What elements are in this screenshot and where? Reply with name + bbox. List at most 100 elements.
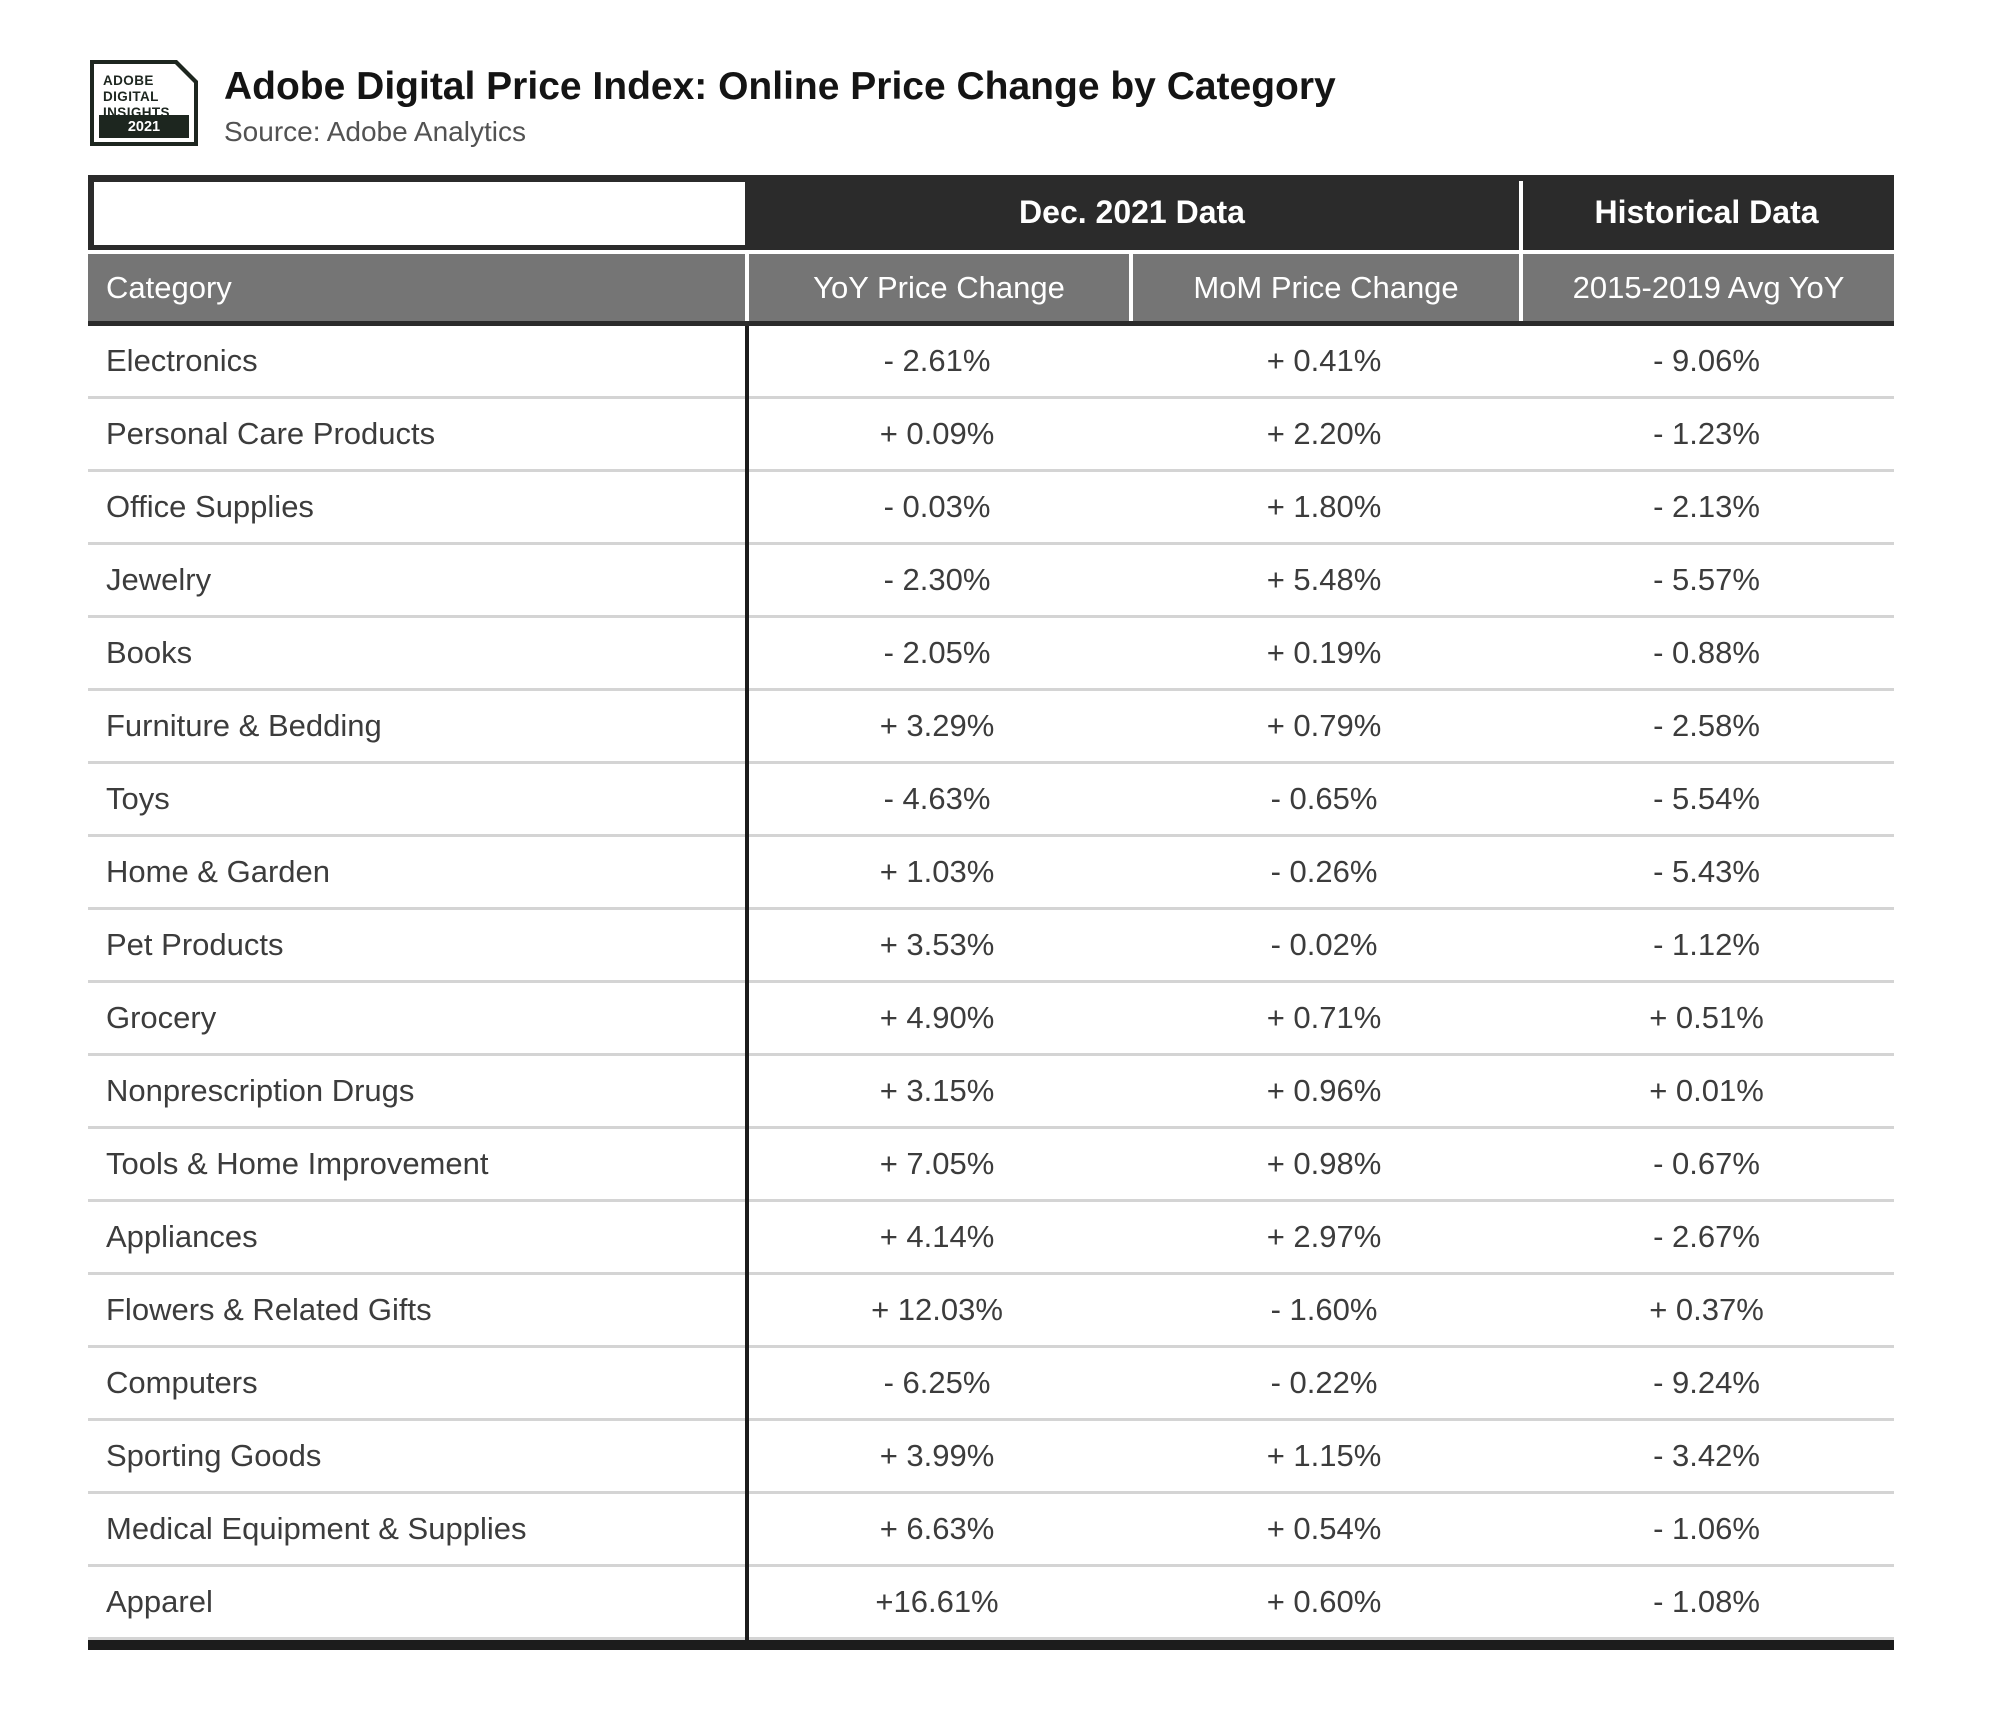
mom-price-change-cell: + 0.71% [1266, 1000, 1382, 1035]
avg-yoy-cell: - 0.67% [1653, 1146, 1760, 1181]
category-cell: Home & Garden [106, 854, 330, 889]
header-bottom-rule [88, 321, 1894, 326]
mom-price-change-cell: + 5.48% [1266, 562, 1382, 597]
group-header-dec-2021: Dec. 2021 Data [1019, 194, 1245, 230]
avg-yoy-cell: - 9.24% [1653, 1365, 1760, 1400]
table-row: Apparel +16.61% + 0.60% - 1.08% [88, 1567, 1894, 1640]
avg-yoy-cell: - 1.12% [1653, 927, 1760, 962]
mom-price-change-cell: + 0.60% [1266, 1584, 1382, 1619]
category-cell: Sporting Goods [106, 1438, 322, 1473]
avg-yoy-cell: - 1.06% [1653, 1511, 1760, 1546]
category-cell: Computers [106, 1365, 258, 1400]
table-bottom-rule [88, 1640, 1894, 1650]
yoy-price-change-cell: + 0.09% [879, 416, 995, 451]
category-column-divider [745, 326, 749, 1640]
category-cell: Toys [106, 781, 170, 816]
category-cell: Electronics [106, 343, 258, 378]
avg-yoy-cell: - 2.67% [1653, 1219, 1760, 1254]
table-row: Sporting Goods + 3.99% + 1.15% - 3.42% [88, 1421, 1894, 1494]
source-caption: Source: Adobe Analytics [224, 116, 526, 147]
avg-yoy-cell: - 9.06% [1653, 343, 1760, 378]
avg-yoy-cell: - 2.13% [1653, 489, 1760, 524]
yoy-price-change-cell: - 2.61% [883, 343, 991, 378]
avg-yoy-cell: - 3.42% [1653, 1438, 1760, 1473]
mom-price-change-cell: + 0.41% [1266, 343, 1382, 378]
yoy-price-change-cell: + 7.05% [879, 1146, 995, 1181]
yoy-price-change-cell: + 4.14% [879, 1219, 995, 1254]
table-row: Furniture & Bedding + 3.29% + 0.79% - 2.… [88, 691, 1894, 764]
category-cell: Pet Products [106, 927, 284, 962]
category-cell: Tools & Home Improvement [106, 1146, 489, 1181]
category-cell: Medical Equipment & Supplies [106, 1511, 527, 1546]
category-cell: Jewelry [106, 562, 212, 597]
table-row: Flowers & Related Gifts + 12.03% - 1.60%… [88, 1275, 1894, 1348]
mom-price-change-cell: + 0.96% [1266, 1073, 1382, 1108]
group-header-divider [1519, 181, 1523, 250]
group-header-category-spacer [94, 182, 745, 245]
mom-price-change-cell: + 0.54% [1266, 1511, 1382, 1546]
mom-price-change-cell: + 2.97% [1266, 1219, 1382, 1254]
category-cell: Apparel [106, 1584, 213, 1619]
avg-yoy-cell: - 2.58% [1653, 708, 1760, 743]
mom-price-change-cell: - 1.60% [1270, 1292, 1378, 1327]
category-cell: Personal Care Products [106, 416, 436, 451]
yoy-price-change-cell: - 4.63% [883, 781, 991, 816]
title-block: Adobe Digital Price Index: Online Price … [224, 60, 1336, 151]
yoy-price-change-cell: + 1.03% [879, 854, 995, 889]
yoy-price-change-cell: + 3.15% [879, 1073, 995, 1108]
yoy-price-change-cell: + 3.29% [879, 708, 995, 743]
category-cell: Nonprescription Drugs [106, 1073, 415, 1108]
column-header-mom: MoM Price Change [1129, 254, 1519, 321]
table-row: Pet Products + 3.53% - 0.02% - 1.12% [88, 910, 1894, 983]
mom-price-change-cell: - 0.65% [1270, 781, 1378, 816]
adobe-digital-insights-badge-icon: ADOBE DIGITAL INSIGHTS 2021 [90, 60, 198, 146]
table-row: Computers - 6.25% - 0.22% - 9.24% [88, 1348, 1894, 1421]
yoy-price-change-cell: - 6.25% [883, 1365, 991, 1400]
avg-yoy-cell: - 1.23% [1653, 416, 1760, 451]
badge-inner: ADOBE DIGITAL INSIGHTS 2021 [94, 64, 194, 142]
table-row: Electronics - 2.61% + 0.41% - 9.06% [88, 326, 1894, 399]
category-cell: Flowers & Related Gifts [106, 1292, 432, 1327]
yoy-price-change-cell: + 6.63% [879, 1511, 995, 1546]
column-header-row: Category YoY Price Change MoM Price Chan… [88, 254, 1894, 321]
mom-price-change-cell: + 0.98% [1266, 1146, 1382, 1181]
price-change-table: Dec. 2021 Data Historical Data Category … [88, 175, 1894, 1650]
group-header-historical: Historical Data [1594, 194, 1819, 230]
avg-yoy-cell: - 0.88% [1653, 635, 1760, 670]
avg-yoy-cell: - 1.08% [1653, 1584, 1760, 1619]
mom-price-change-cell: + 0.19% [1266, 635, 1382, 670]
yoy-price-change-cell: + 4.90% [879, 1000, 995, 1035]
mom-price-change-cell: + 1.15% [1266, 1438, 1382, 1473]
badge-line-digital: DIGITAL [103, 89, 159, 104]
table-row: Books - 2.05% + 0.19% - 0.88% [88, 618, 1894, 691]
yoy-price-change-cell: + 3.99% [879, 1438, 995, 1473]
avg-yoy-cell: - 5.54% [1653, 781, 1760, 816]
table-body: Electronics - 2.61% + 0.41% - 9.06% Pers… [88, 326, 1894, 1640]
yoy-price-change-cell: + 3.53% [879, 927, 995, 962]
mom-price-change-cell: + 0.79% [1266, 708, 1382, 743]
group-header-row: Dec. 2021 Data Historical Data [88, 175, 1894, 250]
mom-price-change-cell: + 1.80% [1266, 489, 1382, 524]
column-header-avg-yoy: 2015-2019 Avg YoY [1519, 254, 1894, 321]
mom-price-change-cell: - 0.02% [1270, 927, 1378, 962]
avg-yoy-cell: + 0.01% [1649, 1073, 1764, 1108]
category-cell: Grocery [106, 1000, 217, 1035]
mom-price-change-cell: + 2.20% [1266, 416, 1382, 451]
yoy-price-change-cell: + 12.03% [871, 1292, 1003, 1327]
category-cell: Appliances [106, 1219, 258, 1254]
column-header-category: Category [106, 269, 232, 305]
badge-line-adobe: ADOBE [103, 73, 154, 88]
mom-price-change-cell: - 0.22% [1270, 1365, 1378, 1400]
table-row: Home & Garden + 1.03% - 0.26% - 5.43% [88, 837, 1894, 910]
brand-header: ADOBE DIGITAL INSIGHTS 2021 Adobe Digita… [90, 60, 1336, 151]
badge-year: 2021 [99, 115, 189, 138]
yoy-price-change-cell: +16.61% [875, 1584, 999, 1619]
table-row: Medical Equipment & Supplies + 6.63% + 0… [88, 1494, 1894, 1567]
column-header-yoy: YoY Price Change [745, 254, 1129, 321]
avg-yoy-cell: + 0.51% [1649, 1000, 1764, 1035]
badge-text: ADOBE DIGITAL INSIGHTS [94, 64, 194, 121]
avg-yoy-cell: - 5.43% [1653, 854, 1760, 889]
table-row: Toys - 4.63% - 0.65% - 5.54% [88, 764, 1894, 837]
table-row: Personal Care Products + 0.09% + 2.20% -… [88, 399, 1894, 472]
